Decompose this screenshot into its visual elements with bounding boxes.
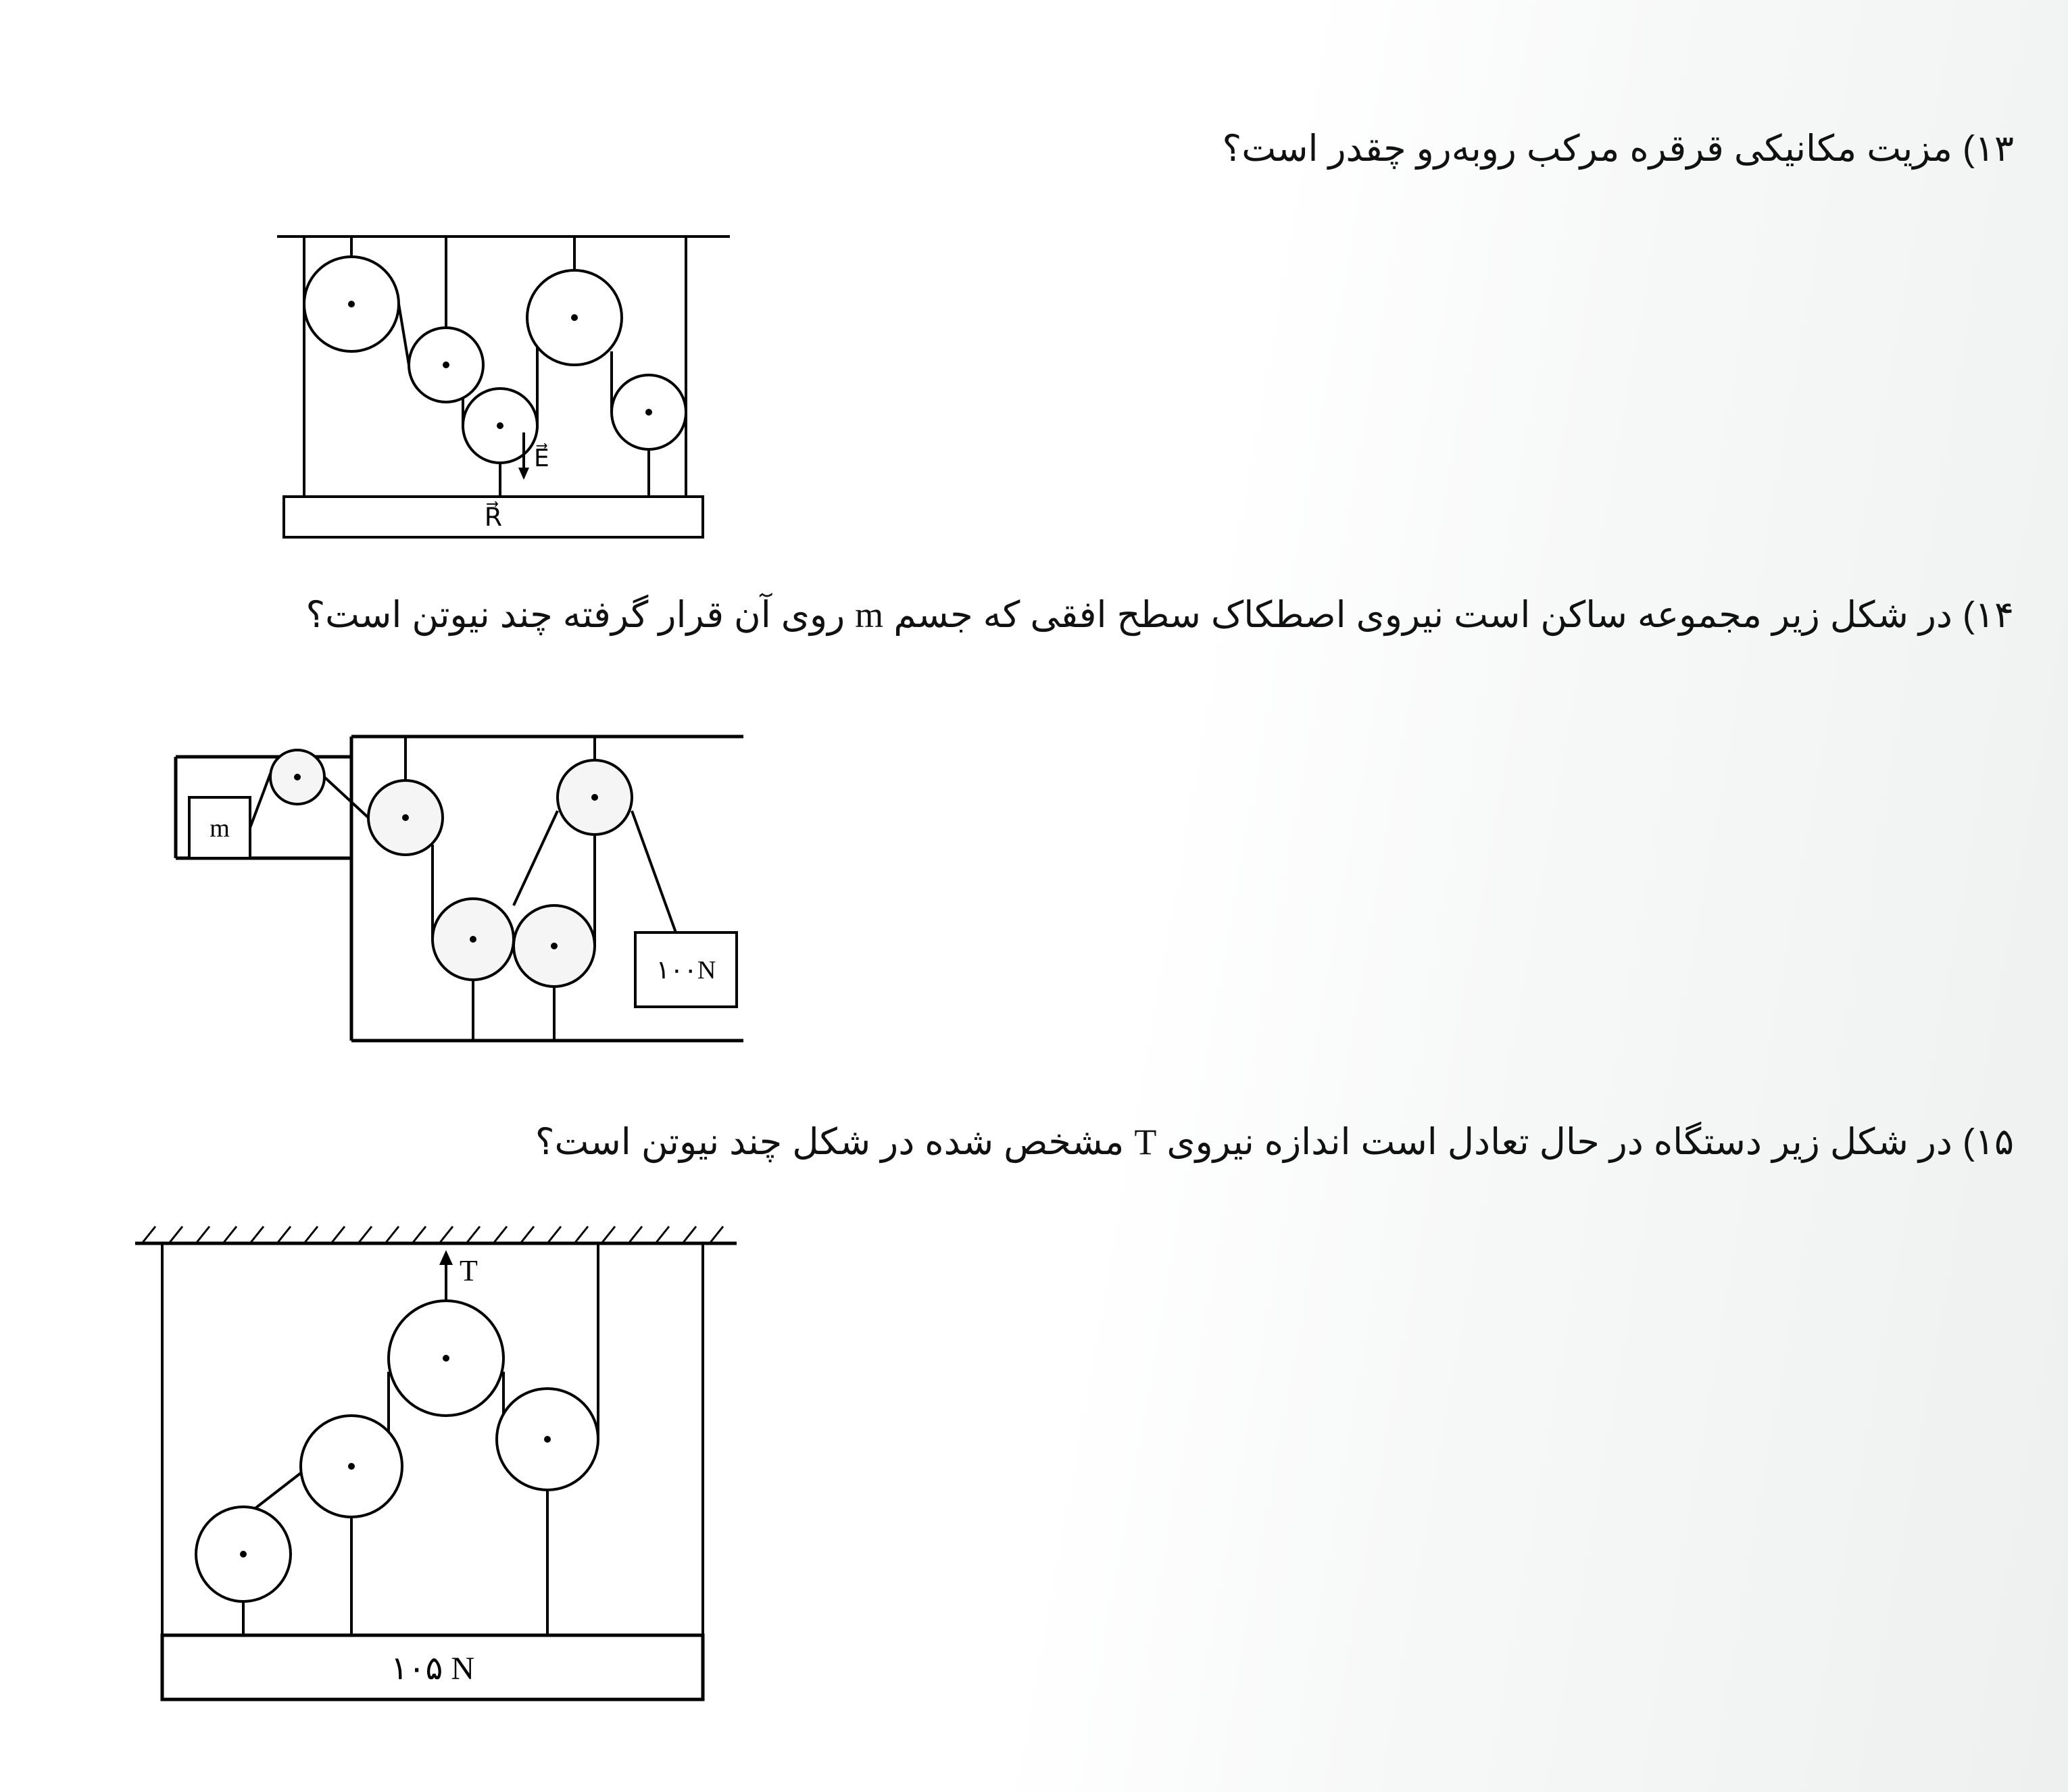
label-R: R⃗: [485, 501, 502, 532]
figure-13: E⃗ R⃗: [257, 230, 784, 554]
worksheet-page: ۱۳) مزیت مکانیکی قرقره مرکب روبه‌رو چقدر…: [0, 0, 2068, 1792]
figure-15: T ۱۰۵ N: [122, 1216, 750, 1723]
figure-14: m ۱۰۰N: [162, 676, 770, 1068]
q15-pre: در شکل زیر دستگاه در حال تعادل است انداز…: [1156, 1122, 1952, 1162]
question-13-text: ۱۳) مزیت مکانیکی قرقره مرکب روبه‌رو چقدر…: [933, 122, 2014, 176]
q14-pre: در شکل زیر مجموعه ساکن است نیروی اصطکاک …: [883, 595, 1952, 635]
load-105N-label: ۱۰۵ N: [391, 1651, 474, 1687]
q15-number: ۱۵): [1963, 1122, 2014, 1162]
q13-number: ۱۳): [1963, 128, 2014, 169]
q14-post: روی آن قرار گرفته چند نیوتن است؟: [305, 595, 845, 635]
label-T: T: [460, 1254, 478, 1287]
label-E: E⃗: [534, 443, 549, 472]
load-100N-label: ۱۰۰N: [656, 956, 716, 985]
q13-body: مزیت مکانیکی قرقره مرکب روبه‌رو چقدر است…: [1223, 128, 1952, 169]
q14-m-label: m: [855, 595, 883, 635]
q15-post: مشخص شده در شکل چند نیوتن است؟: [535, 1122, 1124, 1162]
q14-number: ۱۴): [1963, 595, 2014, 635]
q15-T-label: T: [1134, 1122, 1156, 1162]
question-14-text: ۱۴) در شکل زیر مجموعه ساکن است نیروی اصط…: [20, 588, 2014, 643]
mass-m-label: m: [210, 814, 230, 843]
question-15-text: ۱۵) در شکل زیر دستگاه در حال تعادل است ا…: [291, 1115, 2014, 1170]
